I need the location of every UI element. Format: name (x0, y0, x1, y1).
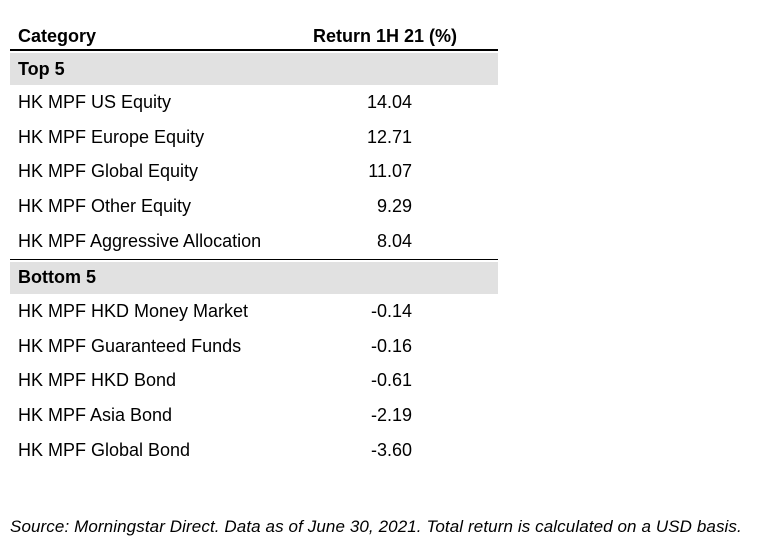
row-return-value: -3.60 (370, 440, 412, 461)
row-return-value: -0.61 (370, 370, 412, 391)
table-row: HK MPF Global Bond -3.60 (10, 433, 498, 468)
row-category: HK MPF HKD Money Market (18, 300, 249, 321)
table-row: HK MPF Other Equity 9.29 (10, 189, 498, 224)
report-page: Category Return 1H 21 (%) Top 5 HK MPF U… (10, 26, 742, 536)
row-return-value: -0.14 (370, 300, 412, 321)
row-return-value: 8.04 (376, 231, 412, 252)
fund-returns-table: Category Return 1H 21 (%) Top 5 HK MPF U… (10, 26, 498, 468)
row-category: HK MPF Guaranteed Funds (18, 335, 242, 356)
source-note: Source: Morningstar Direct. Data as of J… (10, 516, 742, 536)
row-return-value: 14.04 (366, 91, 412, 112)
row-category: HK MPF Global Bond (18, 440, 191, 461)
row-category: HK MPF US Equity (18, 91, 172, 112)
table-row: HK MPF US Equity 14.04 (10, 85, 498, 120)
row-return-value: 9.29 (376, 196, 412, 217)
row-return-value: -0.16 (370, 335, 412, 356)
table-row: HK MPF HKD Bond -0.61 (10, 364, 498, 399)
table-row: HK MPF Global Equity 11.07 (10, 155, 498, 190)
row-category: HK MPF Global Equity (18, 161, 199, 182)
table-row: HK MPF Europe Equity 12.71 (10, 120, 498, 155)
table-row: HK MPF Guaranteed Funds -0.16 (10, 329, 498, 364)
row-category: HK MPF Europe Equity (18, 126, 205, 147)
table-row: HK MPF HKD Money Market -0.14 (10, 294, 498, 329)
row-return-value: 12.71 (366, 126, 412, 147)
row-category: HK MPF HKD Bond (18, 370, 177, 391)
section-header-top-5: Top 5 (10, 53, 498, 85)
section-divider-rule (10, 258, 498, 260)
row-category: HK MPF Asia Bond (18, 405, 173, 426)
column-header-return: Return 1H 21 (%) (313, 26, 458, 46)
table-row: HK MPF Asia Bond -2.19 (10, 398, 498, 433)
section-header-bottom-5: Bottom 5 (10, 261, 498, 294)
table-header-row: Category Return 1H 21 (%) (10, 26, 498, 51)
row-category: HK MPF Aggressive Allocation (18, 231, 262, 252)
row-return-value: 11.07 (368, 161, 412, 182)
row-category: HK MPF Other Equity (18, 196, 192, 217)
table-row: HK MPF Aggressive Allocation 8.04 (10, 224, 498, 259)
row-return-value: -2.19 (370, 405, 412, 426)
column-header-category: Category (18, 26, 97, 46)
